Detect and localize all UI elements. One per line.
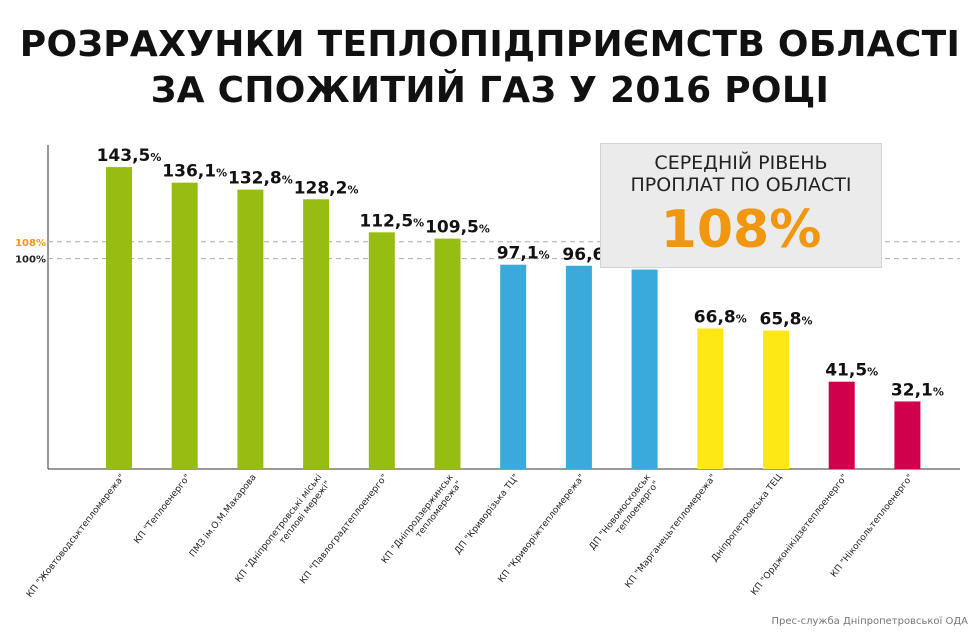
bar-11	[763, 330, 789, 469]
reference-label-108: 108%	[15, 238, 46, 249]
category-label-3: ПМЗ ім.О.М.Макарова	[188, 473, 259, 560]
reference-label-100: 100%	[15, 255, 46, 266]
title-line-1: РОЗРАХУНКИ ТЕПЛОПІДПРИЄМСТВ ОБЛАСТІ	[19, 24, 961, 65]
press-credit: Прес-служба Дніпропетровської ОДА	[771, 616, 968, 627]
data-label-7: 97,1%	[497, 244, 550, 264]
bar-3	[237, 189, 264, 469]
data-label-6: 109,5%	[425, 218, 490, 238]
category-label-11: Дніпропетровська ТЕЦ	[710, 473, 784, 564]
chart-title: РОЗРАХУНКИ ТЕПЛОПІДПРИЄМСТВ ОБЛАСТІ ЗА С…	[0, 22, 980, 114]
bar-10	[697, 328, 724, 469]
data-label-3: 132,8%	[228, 169, 293, 189]
data-label-13: 32,1%	[891, 380, 944, 400]
data-label-10: 66,8%	[694, 307, 747, 327]
data-label-4: 128,2%	[294, 178, 359, 198]
bar-13	[894, 401, 921, 469]
bar-9	[631, 269, 658, 469]
bar-7	[500, 264, 527, 469]
data-label-1: 143,5%	[97, 146, 162, 166]
average-value: 108%	[660, 200, 822, 260]
bar-6	[434, 238, 461, 469]
data-label-5: 112,5%	[359, 211, 424, 231]
average-level-box: СЕРЕДНІЙ РІВЕНЬ ПРОПЛАТ ПО ОБЛАСТІ 108%	[600, 143, 882, 268]
bar-5	[368, 232, 395, 469]
category-label-9: ДП "Новомосковськтеплоенерго"	[588, 472, 662, 559]
average-label-line-1: СЕРЕДНІЙ РІВЕНЬ	[654, 152, 828, 174]
bar-1	[106, 167, 132, 469]
data-label-2: 136,1%	[162, 162, 227, 182]
category-label-6: КП "Дніпродзержинськтепломережа"	[380, 472, 465, 572]
average-label-line-2: ПРОПЛАТ ПО ОБЛАСТІ	[630, 174, 852, 196]
category-label-1: КП "Жовтоводськтепломережа"	[25, 473, 127, 600]
data-label-11: 65,8%	[760, 310, 813, 330]
title-line-2: ЗА СПОЖИТИЙ ГАЗ У 2016 РОЦІ	[150, 70, 830, 111]
bar-12	[828, 381, 855, 469]
bar-2	[171, 182, 198, 470]
bar-8	[565, 265, 592, 469]
bar-4	[303, 199, 330, 469]
category-label-2: КП "Теплоенерго"	[133, 473, 193, 546]
data-label-12: 41,5%	[825, 361, 878, 381]
